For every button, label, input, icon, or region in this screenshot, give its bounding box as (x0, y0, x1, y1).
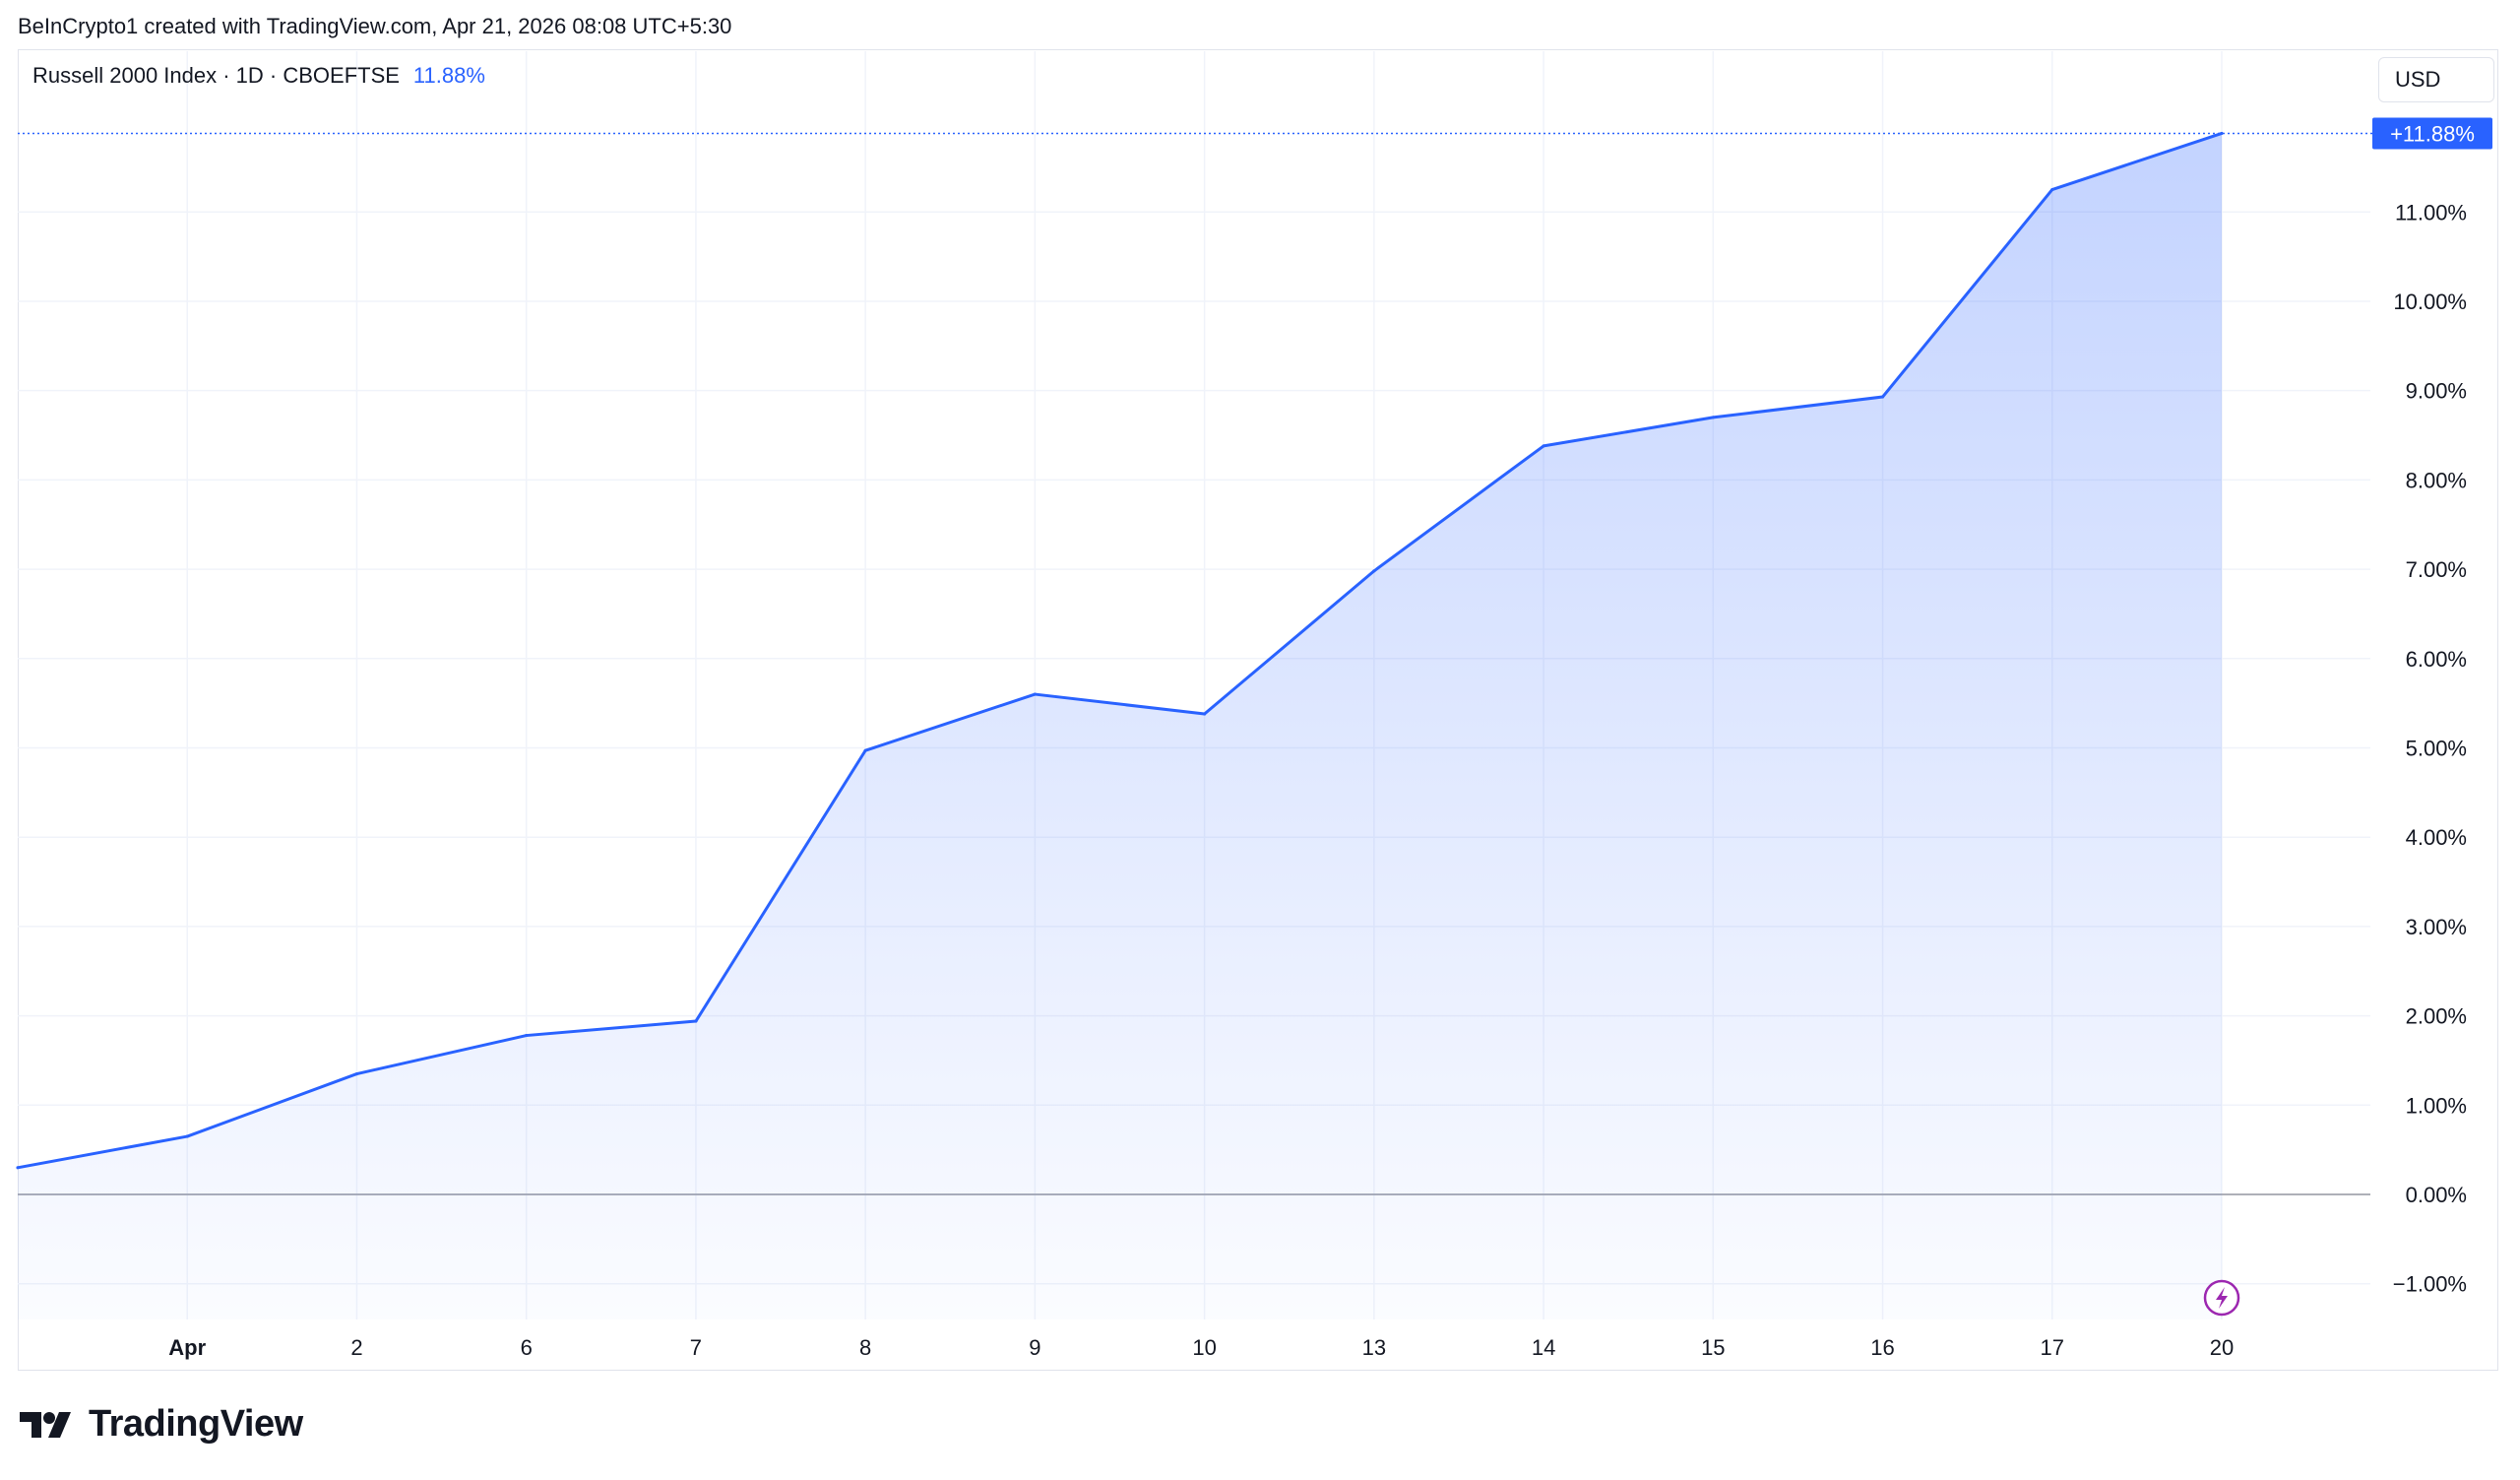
series-line-segment (694, 748, 867, 1023)
tradingview-wordmark: TradingView (89, 1403, 303, 1445)
data-point[interactable] (1203, 712, 1207, 716)
y-tick-label: 9.00% (2406, 379, 2467, 404)
data-point[interactable] (1542, 444, 1545, 448)
data-point[interactable] (185, 1134, 189, 1138)
y-tick-label: 8.00% (2406, 468, 2467, 492)
y-tick-label: 3.00% (2406, 915, 2467, 939)
y-tick-label: 0.00% (2406, 1183, 2467, 1207)
series-line-segment (185, 1072, 358, 1138)
symbol-label[interactable]: Russell 2000 Index · 1D · CBOEFTSE (32, 63, 400, 88)
x-axis[interactable]: Apr 2 6 7 8 9 10 13 14 15 16 17 20 (168, 1335, 2234, 1360)
data-point[interactable] (1372, 569, 1376, 573)
series-line-segment (1542, 416, 1715, 448)
x-tick-label: 10 (1192, 1335, 1216, 1360)
change-value: 11.88% (412, 63, 485, 88)
series-line-segment (1203, 569, 1376, 716)
y-tick-label: 4.00% (2406, 825, 2467, 850)
data-point[interactable] (863, 748, 867, 752)
data-point[interactable] (1033, 692, 1037, 696)
x-tick-label: 9 (1029, 1335, 1040, 1360)
series-line-segment (1711, 395, 1885, 419)
lightning-icon[interactable] (2203, 1279, 2240, 1317)
x-tick-label: 2 (350, 1335, 362, 1360)
last-value-badge (2372, 117, 2492, 150)
y-axis[interactable]: 11.00% 10.00% 9.00% 8.00% 7.00% 6.00% 5.00% 4.0… (2393, 200, 2467, 1296)
y-tick-label: 11.00% (2395, 200, 2467, 225)
chart-legend: Russell 2000 Index · 1D · CBOEFTSE 11.88… (32, 63, 485, 89)
series-line-segment (525, 1019, 698, 1038)
data-point[interactable] (2220, 131, 2224, 135)
series-line-segment (863, 692, 1037, 752)
y-tick-label: 2.00% (2406, 1004, 2467, 1029)
series-line-segment (1372, 444, 1545, 573)
x-tick-label: 17 (2041, 1335, 2064, 1360)
data-point[interactable] (525, 1034, 529, 1038)
tradingview-logo-icon (20, 1411, 71, 1438)
x-tick-label: 13 (1362, 1335, 1386, 1360)
y-tick-label: 6.00% (2406, 647, 2467, 672)
chart-frame[interactable] (18, 49, 2498, 1371)
currency-button[interactable]: USD (2378, 57, 2494, 102)
series-line-segment (16, 1134, 189, 1170)
last-value-badge-text: +11.88% (2390, 121, 2475, 146)
series-line-segment (2050, 131, 2224, 192)
x-tick-label: 7 (690, 1335, 702, 1360)
y-tick-label: 1.00% (2406, 1093, 2467, 1118)
x-tick-label: 16 (1870, 1335, 1894, 1360)
y-tick-label: 7.00% (2406, 557, 2467, 582)
x-tick-label: Apr (168, 1335, 206, 1360)
y-tick-label: −1.00% (2393, 1272, 2467, 1297)
x-tick-label: 20 (2210, 1335, 2234, 1360)
y-tick-label: 5.00% (2406, 736, 2467, 760)
x-tick-label: 14 (1532, 1335, 1555, 1360)
data-point[interactable] (16, 1166, 20, 1170)
x-tick-label: 8 (859, 1335, 871, 1360)
series-line-segment (1033, 692, 1207, 716)
data-point[interactable] (354, 1072, 358, 1076)
series-line-segment (1881, 188, 2054, 399)
area-fill (18, 133, 2222, 1320)
x-tick-label: 15 (1701, 1335, 1725, 1360)
attribution-text: BeInCrypto1 created with TradingView.com… (18, 14, 732, 38)
series-line-segment (354, 1034, 529, 1076)
data-point[interactable] (1881, 395, 1885, 399)
data-point[interactable] (694, 1019, 698, 1023)
y-tick-label: 10.00% (2393, 290, 2467, 314)
data-point[interactable] (2050, 188, 2054, 192)
data-point[interactable] (1711, 416, 1715, 419)
x-tick-label: 6 (521, 1335, 533, 1360)
tradingview-logo[interactable]: TradingView (20, 1403, 303, 1446)
